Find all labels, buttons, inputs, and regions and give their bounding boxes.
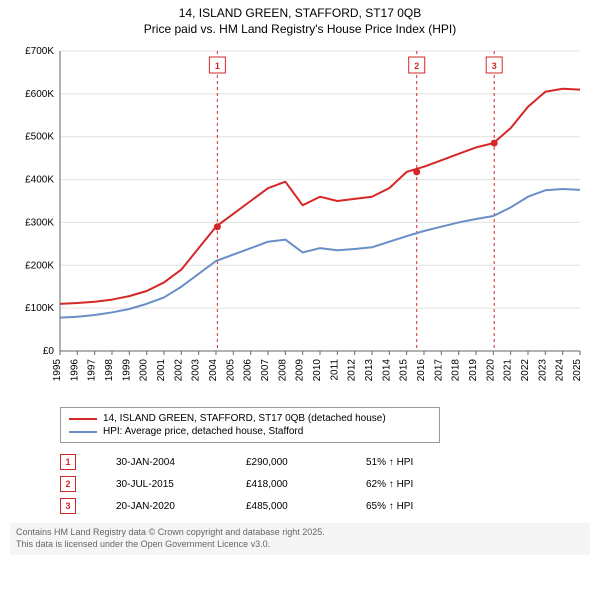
svg-text:2002: 2002 bbox=[173, 359, 184, 382]
svg-text:2006: 2006 bbox=[243, 359, 254, 382]
chart-title: 14, ISLAND GREEN, STAFFORD, ST17 0QB Pri… bbox=[0, 0, 600, 41]
line-chart: £0 £100K £200K £300K £400K £500K £600K £700K 199… bbox=[10, 41, 590, 401]
marker-badge: 1 bbox=[60, 454, 76, 470]
svg-text:£300K: £300K bbox=[25, 218, 54, 229]
svg-text:2008: 2008 bbox=[277, 359, 288, 382]
marker-pct: 51% ↑ HPI bbox=[366, 457, 413, 468]
marker-row: 1 30-JAN-2004 £290,000 51% ↑ HPI bbox=[60, 451, 590, 473]
svg-text:2012: 2012 bbox=[347, 359, 358, 382]
svg-text:2: 2 bbox=[414, 61, 419, 71]
svg-text:£500K: £500K bbox=[25, 132, 54, 143]
title-line1: 14, ISLAND GREEN, STAFFORD, ST17 0QB bbox=[10, 6, 590, 22]
marker-badge: 3 bbox=[60, 498, 76, 514]
legend: 14, ISLAND GREEN, STAFFORD, ST17 0QB (de… bbox=[60, 407, 440, 443]
svg-text:£200K: £200K bbox=[25, 260, 54, 271]
marker-price: £290,000 bbox=[246, 457, 326, 468]
chart-area: £0 £100K £200K £300K £400K £500K £600K £700K 199… bbox=[10, 41, 590, 401]
svg-text:2023: 2023 bbox=[537, 359, 548, 382]
marker-badge: 2 bbox=[60, 476, 76, 492]
svg-text:1997: 1997 bbox=[87, 359, 98, 382]
legend-label: HPI: Average price, detached house, Staf… bbox=[103, 426, 303, 437]
attribution-line1: Contains HM Land Registry data © Crown c… bbox=[16, 527, 584, 539]
marker-table: 1 30-JAN-2004 £290,000 51% ↑ HPI 2 30-JUL-201… bbox=[60, 451, 590, 517]
marker-row: 2 30-JUL-2015 £418,000 62% ↑ HPI bbox=[60, 473, 590, 495]
svg-text:2009: 2009 bbox=[295, 359, 306, 382]
svg-text:2016: 2016 bbox=[416, 359, 427, 382]
svg-text:2010: 2010 bbox=[312, 359, 323, 382]
svg-text:2014: 2014 bbox=[381, 359, 392, 382]
marker-pct: 62% ↑ HPI bbox=[366, 479, 413, 490]
svg-text:2025: 2025 bbox=[572, 359, 583, 382]
svg-text:2021: 2021 bbox=[503, 359, 514, 382]
svg-text:1998: 1998 bbox=[104, 359, 115, 382]
svg-text:£100K: £100K bbox=[25, 303, 54, 314]
legend-item: HPI: Average price, detached house, Staf… bbox=[69, 425, 431, 438]
svg-text:1: 1 bbox=[215, 61, 220, 71]
svg-text:2004: 2004 bbox=[208, 359, 219, 382]
svg-text:2007: 2007 bbox=[260, 359, 271, 382]
svg-text:2022: 2022 bbox=[520, 359, 531, 382]
marker-date: 30-JAN-2004 bbox=[116, 457, 206, 468]
marker-price: £485,000 bbox=[246, 501, 326, 512]
marker-price: £418,000 bbox=[246, 479, 326, 490]
svg-text:2018: 2018 bbox=[451, 359, 462, 382]
svg-text:2024: 2024 bbox=[555, 359, 566, 382]
attribution-line2: This data is licensed under the Open Gov… bbox=[16, 539, 584, 551]
svg-text:3: 3 bbox=[492, 61, 497, 71]
legend-swatch bbox=[69, 431, 97, 433]
svg-text:2001: 2001 bbox=[156, 359, 167, 382]
marker-date: 30-JUL-2015 bbox=[116, 479, 206, 490]
svg-text:2000: 2000 bbox=[139, 359, 150, 382]
legend-item: 14, ISLAND GREEN, STAFFORD, ST17 0QB (de… bbox=[69, 412, 431, 425]
marker-date: 20-JAN-2020 bbox=[116, 501, 206, 512]
svg-text:1996: 1996 bbox=[69, 359, 80, 382]
svg-text:2020: 2020 bbox=[485, 359, 496, 382]
marker-row: 3 20-JAN-2020 £485,000 65% ↑ HPI bbox=[60, 495, 590, 517]
svg-text:£0: £0 bbox=[43, 346, 55, 357]
attribution: Contains HM Land Registry data © Crown c… bbox=[10, 523, 590, 554]
svg-text:£400K: £400K bbox=[25, 175, 54, 186]
svg-text:2005: 2005 bbox=[225, 359, 236, 382]
svg-text:2003: 2003 bbox=[191, 359, 202, 382]
svg-text:2011: 2011 bbox=[329, 359, 340, 381]
svg-text:1995: 1995 bbox=[52, 359, 63, 382]
marker-pct: 65% ↑ HPI bbox=[366, 501, 413, 512]
svg-text:£600K: £600K bbox=[25, 89, 54, 100]
title-line2: Price paid vs. HM Land Registry's House … bbox=[10, 22, 590, 38]
svg-text:£700K: £700K bbox=[25, 46, 54, 57]
legend-label: 14, ISLAND GREEN, STAFFORD, ST17 0QB (de… bbox=[103, 413, 386, 424]
svg-text:2013: 2013 bbox=[364, 359, 375, 382]
svg-text:2017: 2017 bbox=[433, 359, 444, 382]
svg-text:1999: 1999 bbox=[121, 359, 132, 382]
svg-text:2015: 2015 bbox=[399, 359, 410, 382]
svg-text:2019: 2019 bbox=[468, 359, 479, 382]
legend-swatch bbox=[69, 418, 97, 420]
